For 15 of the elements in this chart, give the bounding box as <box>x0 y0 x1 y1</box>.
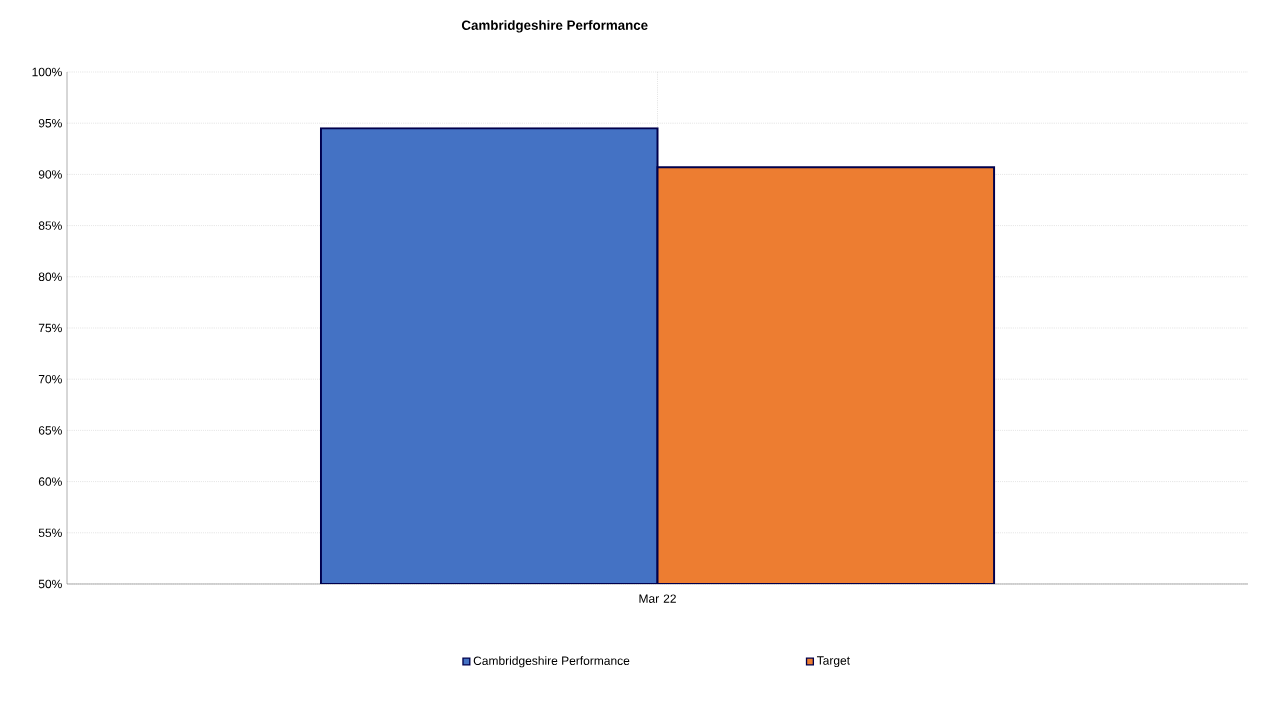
x-tick-label: Mar 22 <box>639 594 676 603</box>
y-tick-label: 70% <box>38 374 62 384</box>
y-tick-label: 60% <box>38 477 62 486</box>
y-tick-label: 75% <box>38 323 62 333</box>
y-tick-label: 55% <box>38 528 62 538</box>
y-tick-label: 80% <box>38 272 62 282</box>
y-tick-label: 100% <box>32 67 62 77</box>
chart-title: Cambridgeshire Performance <box>461 20 648 33</box>
y-tick-label: 90% <box>38 170 62 179</box>
y-tick-label: 95% <box>38 118 62 128</box>
y-tick-label: 85% <box>38 221 62 230</box>
y-tick-label: 50% <box>38 579 62 589</box>
legend-label: Cambridgeshire Performance <box>473 656 630 668</box>
y-tick-label: 65% <box>38 426 62 435</box>
legend-label: Target <box>816 656 850 668</box>
